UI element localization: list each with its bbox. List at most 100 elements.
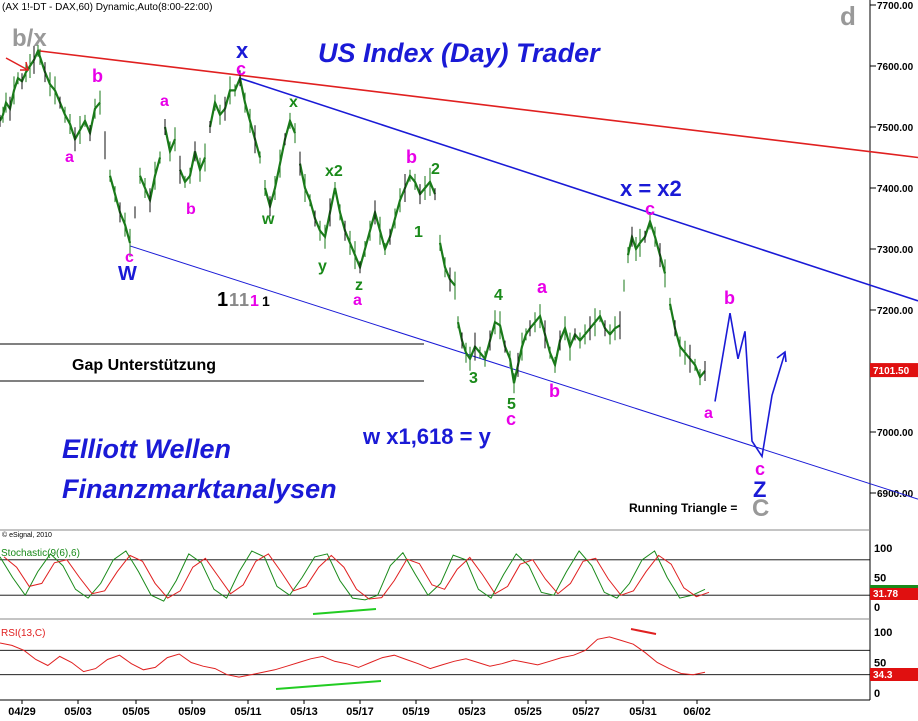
wave-label: z [355, 277, 363, 294]
wave-label: a [160, 93, 169, 110]
elliott-title-2: Finanzmarktanalysen [62, 474, 337, 504]
stoch-last-badge-green [870, 585, 918, 588]
main-panel [0, 0, 870, 530]
trendline-3 [129, 245, 918, 500]
wave-label: b [549, 381, 560, 401]
stoch-last-value: 31.78 [873, 589, 898, 600]
wave-label: y [318, 258, 327, 275]
price-tick-label: 7400.00 [877, 184, 914, 195]
wave-label: c [236, 59, 246, 79]
rsi-name: RSI(13,C) [1, 628, 45, 639]
stoch-divergence-line [312, 608, 377, 615]
wave-label: b [406, 147, 417, 167]
wave-label: x2 [325, 163, 343, 180]
price-tick-label: 7300.00 [877, 245, 914, 256]
time-tick-label: 05/17 [346, 706, 374, 718]
last-price-label: 7101.50 [873, 366, 910, 377]
wave-count-digit: 1 [239, 290, 249, 310]
wave-label: x [236, 38, 249, 63]
wave-label: 4 [494, 287, 503, 304]
rsi-line [0, 636, 706, 678]
price-tick-label: 7700.00 [877, 1, 914, 12]
elliott-title-1: Elliott Wellen [62, 434, 231, 464]
wave-label: 5 [507, 396, 516, 413]
red-arrow-icon [5, 57, 29, 71]
time-tick-label: 05/19 [402, 706, 430, 718]
rsi-level-label: 0 [874, 688, 880, 700]
time-tick-label: 05/09 [178, 706, 206, 718]
wave-label: c [755, 459, 765, 479]
corner-label-d: d [840, 1, 856, 31]
wave-label: b [724, 288, 735, 308]
wave-label: b [92, 66, 103, 86]
wave-label: a [537, 277, 548, 297]
rsi-divergence-line [275, 680, 382, 690]
time-tick-label: 06/02 [683, 706, 711, 718]
wave-label: a [704, 405, 713, 422]
wave-label: c [645, 199, 655, 219]
wave-label: c [125, 249, 134, 266]
running-triangle-c: C [752, 495, 769, 522]
time-tick-label: 05/23 [458, 706, 486, 718]
stoch-level-label: 100 [874, 543, 892, 555]
time-tick-label: 05/11 [235, 706, 262, 718]
time-tick-label: 05/31 [629, 706, 657, 718]
stoch-level-label: 50 [874, 573, 886, 585]
wave-label: 1 [414, 224, 423, 241]
rsi-level-label: 50 [874, 658, 886, 670]
wave-label: Z [753, 477, 766, 502]
wave-label: x [289, 94, 298, 111]
wave-count-digit: 1 [229, 290, 239, 310]
price-series-segment [0, 47, 101, 142]
fibonacci-label: w x1,618 = y [362, 424, 492, 449]
time-tick-label: 05/03 [64, 706, 92, 718]
rsi-top-divergence-line [630, 628, 657, 635]
wave-count-digit: 1 [217, 289, 228, 311]
stoch-name: Stochastic(9(6),6) [1, 548, 80, 559]
wave-label: c [506, 409, 516, 429]
rsi-last-badge [870, 668, 918, 681]
wave-label: b [186, 201, 196, 218]
time-tick-label: 05/13 [290, 706, 318, 718]
wave-label: W [118, 263, 137, 285]
wave-label: a [65, 149, 74, 166]
bx-label: b/x [12, 25, 47, 52]
price-series-segment [438, 242, 456, 287]
last-price-badge [870, 363, 918, 378]
wave-label: 3 [469, 370, 478, 387]
stoch-k-line [0, 550, 706, 602]
projection-path [714, 312, 786, 459]
price-tick-label: 7200.00 [877, 306, 914, 317]
wave-label: 2 [431, 161, 440, 178]
price-tick-label: 7000.00 [877, 428, 914, 439]
gap-label: Gap Unterstützung [72, 357, 216, 374]
price-tick-label: 7600.00 [877, 62, 914, 73]
copyright-label: © eSignal, 2010 [2, 531, 52, 539]
rsi-last-value: 34.3 [873, 670, 893, 681]
price-tick-label: 7500.00 [877, 123, 914, 134]
stoch-level-label: 0 [874, 602, 880, 614]
stoch-last-badge [870, 587, 918, 600]
chart-title: US Index (Day) Trader [318, 38, 601, 68]
price-series-segment [178, 151, 207, 185]
wave-count-digit: 1 [250, 293, 259, 310]
price-series-segment [668, 303, 706, 380]
trendline-2 [239, 77, 918, 302]
x-equals-x2-label: x = x2 [620, 176, 682, 201]
time-tick-label: 04/29 [8, 706, 36, 718]
rsi-level-label: 100 [874, 627, 892, 639]
wave-label: w [261, 211, 275, 228]
projection-arrowhead [776, 350, 787, 363]
time-tick-label: 05/05 [122, 706, 150, 718]
time-tick-label: 05/25 [514, 706, 542, 718]
stoch-d-line [3, 553, 710, 600]
price-tick-label: 6900.00 [877, 489, 914, 500]
wave-label: a [353, 292, 362, 309]
price-series-segment [298, 163, 437, 271]
time-tick-label: 05/27 [572, 706, 600, 718]
trendline-1 [37, 49, 918, 159]
running-triangle-label: Running Triangle = [629, 501, 737, 515]
wave-count-digit: 1 [262, 293, 270, 309]
symbol-header: (AX 1!-DT - DAX,60) Dynamic,Auto(8:00-22… [2, 2, 212, 13]
